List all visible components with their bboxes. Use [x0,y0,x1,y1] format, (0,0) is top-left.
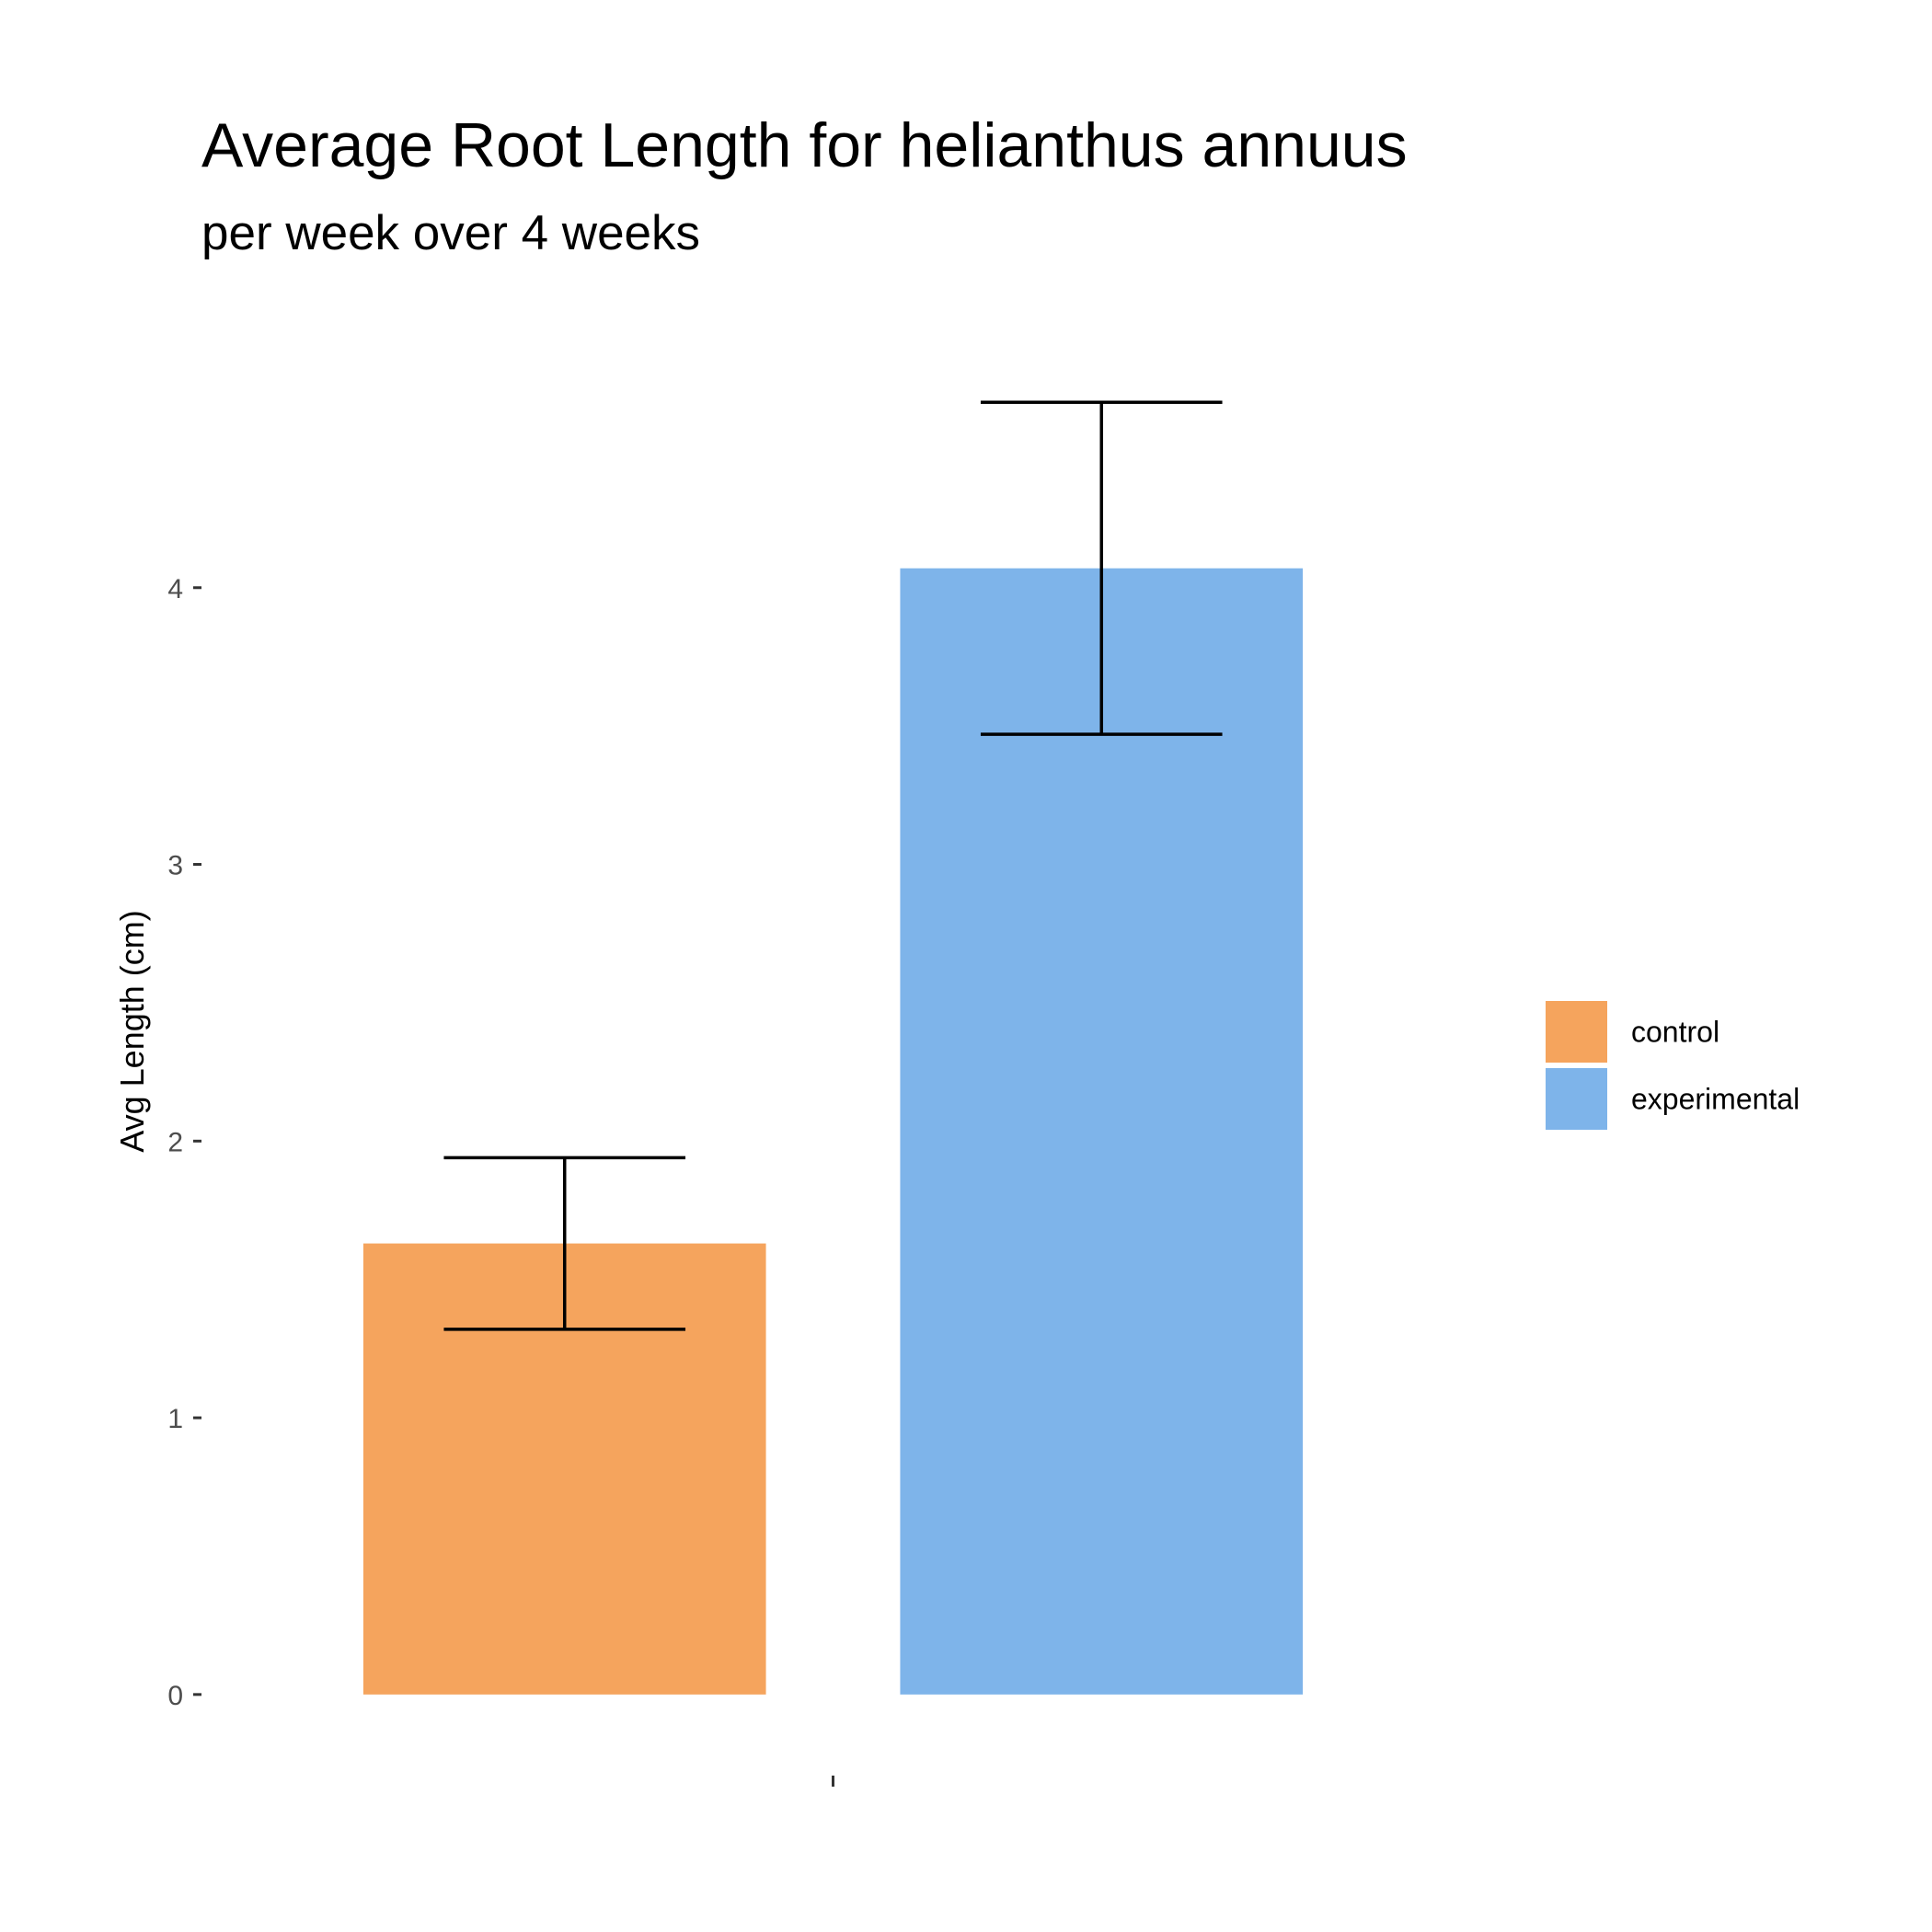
y-tick-label-2: 2 [167,1127,183,1157]
y-tick-label-4: 4 [167,574,183,604]
bars [362,568,1304,1695]
legend-key-control [1546,1001,1607,1063]
bar-experimental [900,568,1304,1695]
y-axis: 0 1 2 3 4 [167,574,201,1711]
error-bars [443,400,1223,1331]
y-tick-label-3: 3 [167,851,183,881]
legend-label-control: control [1631,1016,1719,1049]
error-bar-experimental [980,400,1223,736]
y-axis-label: Avg Length (cm) [113,910,151,1152]
legend-label-experimental: experimental [1631,1083,1800,1116]
legend: control experimental [1546,1001,1800,1130]
y-tick-label-0: 0 [167,1681,183,1711]
legend-key-experimental [1546,1068,1607,1130]
error-bar-control [443,1156,686,1331]
chart-title: Average Root Length for helianthus annuu… [201,110,1408,180]
chart-subtitle: per week over 4 weeks [201,206,700,260]
y-tick-label-1: 1 [167,1404,183,1434]
